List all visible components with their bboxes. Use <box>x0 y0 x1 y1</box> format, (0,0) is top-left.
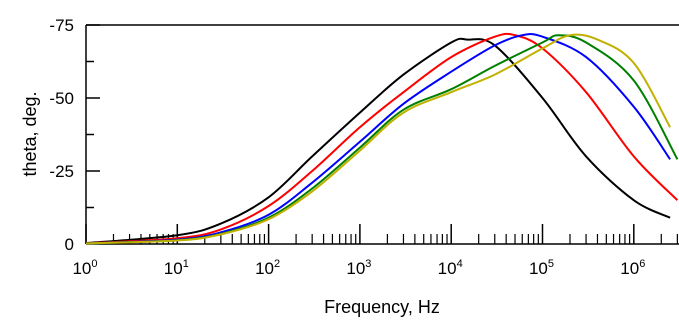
y-tick-label: 0 <box>65 235 74 254</box>
x-tick-label: 102 <box>255 258 280 278</box>
y-tick-labels: 0 -25 -50 -75 <box>49 16 74 254</box>
x-tick-label: 100 <box>72 258 97 278</box>
x-tick-exponent: 6 <box>639 258 645 270</box>
x-tick-label: 104 <box>438 258 463 278</box>
y-ticks <box>86 24 100 209</box>
y-tick-label: -25 <box>49 162 74 181</box>
x-tick-exponent: 5 <box>548 258 554 270</box>
series-line-5 <box>85 33 671 245</box>
x-tick-base: 10 <box>529 259 548 278</box>
x-tick-labels: 100 101 102 103 104 105 106 <box>72 258 645 278</box>
series-layer <box>85 32 679 245</box>
x-tick-base: 10 <box>620 259 639 278</box>
y-tick-label: -75 <box>49 16 74 35</box>
series-line-4 <box>85 34 679 245</box>
series-line-1 <box>85 37 671 245</box>
x-tick-exponent: 0 <box>91 258 97 270</box>
x-tick-label: 103 <box>346 258 371 278</box>
x-tick-label: 106 <box>620 258 645 278</box>
x-tick-base: 10 <box>164 259 183 278</box>
x-tick-base: 10 <box>346 259 365 278</box>
series-line-2 <box>85 32 679 245</box>
x-tick-base: 10 <box>255 259 274 278</box>
x-tick-label: 101 <box>164 258 189 278</box>
x-axis-title: Frequency, Hz <box>324 297 440 317</box>
x-tick-base: 10 <box>72 259 91 278</box>
series-line-3 <box>85 33 671 245</box>
x-major-ticks <box>85 224 635 244</box>
y-tick-label: -50 <box>49 89 74 108</box>
x-tick-base: 10 <box>438 259 457 278</box>
x-tick-exponent: 2 <box>274 258 280 270</box>
x-tick-exponent: 1 <box>183 258 189 270</box>
x-tick-exponent: 3 <box>365 258 371 270</box>
x-tick-exponent: 4 <box>457 258 463 270</box>
y-axis-title: theta, deg. <box>20 91 40 176</box>
x-tick-label: 105 <box>529 258 554 278</box>
